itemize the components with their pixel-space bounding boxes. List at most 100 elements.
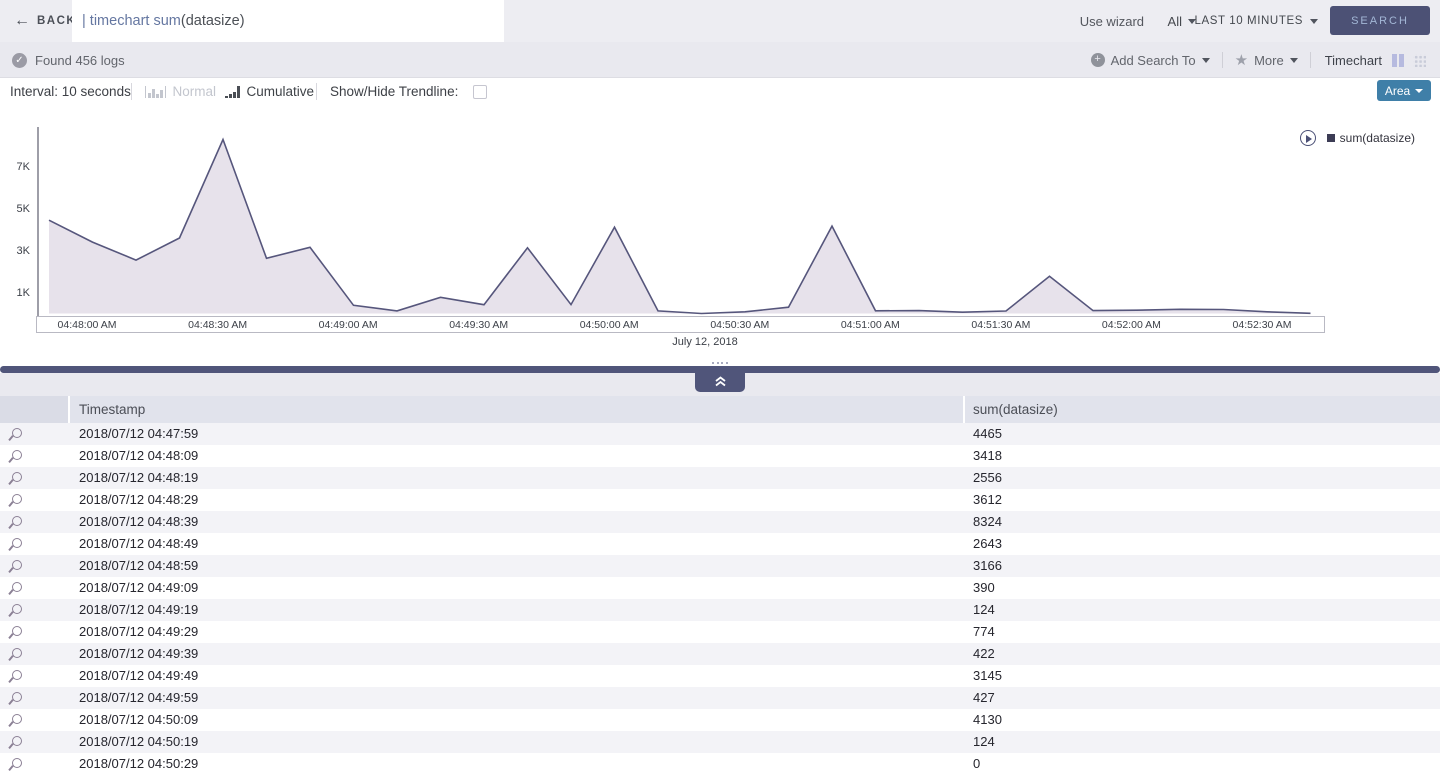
use-wizard-link[interactable]: Use wizard <box>1079 13 1144 29</box>
back-label: BACK <box>37 15 77 27</box>
inspect-magnifier-icon[interactable] <box>12 758 22 768</box>
legend-series-label: sum(datasize) <box>1339 131 1415 145</box>
legend-swatch-icon <box>1326 134 1335 142</box>
inspect-magnifier-icon[interactable] <box>12 626 22 636</box>
sum-datasize-cell: 124 <box>973 734 995 749</box>
split-view-icon[interactable] <box>1392 53 1405 67</box>
separator <box>1221 52 1223 68</box>
double-chevron-up-icon <box>714 376 726 387</box>
timestamp-cell: 2018/07/12 04:47:59 <box>79 426 199 441</box>
ascending-bars-icon <box>225 85 240 98</box>
more-label: More <box>1254 52 1284 68</box>
check-circle-icon: ✓ <box>12 52 27 68</box>
inspect-magnifier-icon[interactable] <box>12 428 22 438</box>
more-button[interactable]: ★ More <box>1223 53 1310 68</box>
sum-datasize-cell: 124 <box>973 602 995 617</box>
inspect-magnifier-icon[interactable] <box>12 692 22 702</box>
grid-view-icon[interactable] <box>1413 53 1426 67</box>
inspect-magnifier-icon[interactable] <box>12 604 22 614</box>
inspect-magnifier-icon[interactable] <box>12 714 22 724</box>
add-search-to-button[interactable]: + Add Search To <box>1079 53 1222 68</box>
timechart-view-label: Timechart <box>1324 52 1382 68</box>
timestamp-cell: 2018/07/12 04:50:19 <box>79 734 199 749</box>
table-row: 2018/07/12 04:49:19 124 <box>0 599 1440 621</box>
trendline-label: Show/Hide Trendline: <box>330 84 459 99</box>
status-bar-actions: + Add Search To ★ More Timechart <box>1079 42 1440 78</box>
table-row: 2018/07/12 04:48:59 3166 <box>0 555 1440 577</box>
sum-datasize-cell: 3166 <box>973 558 1002 573</box>
trendline-checkbox[interactable] <box>473 84 488 99</box>
inspect-magnifier-icon[interactable] <box>12 450 22 460</box>
play-icon[interactable] <box>1299 130 1316 146</box>
chevron-down-icon <box>1289 57 1298 63</box>
normal-mode-button[interactable]: Normal <box>145 78 216 105</box>
sum-datasize-cell: 0 <box>973 756 981 771</box>
panel-divider[interactable] <box>0 366 1440 373</box>
cumulative-mode-button[interactable]: Cumulative <box>225 78 314 105</box>
timestamp-cell: 2018/07/12 04:48:59 <box>79 558 199 573</box>
inspect-magnifier-icon[interactable] <box>12 648 22 658</box>
inspect-magnifier-icon[interactable] <box>12 670 22 680</box>
inspect-magnifier-icon[interactable] <box>12 560 22 570</box>
search-query-input[interactable]: | timechart sum (datasize) <box>72 0 504 42</box>
trendline-control: Show/Hide Trendline: <box>330 78 488 105</box>
collapse-panel-button[interactable] <box>695 371 745 392</box>
back-arrow-icon: ← <box>14 12 30 29</box>
sum-datasize-cell: 2556 <box>973 470 1002 485</box>
chevron-down-icon <box>1415 88 1424 93</box>
x-tick-label: 04:48:00 AM <box>57 319 117 331</box>
x-tick-label: 04:48:30 AM <box>188 319 248 331</box>
scope-dropdown[interactable]: All <box>1168 0 1196 42</box>
table-row: 2018/07/12 04:50:09 4130 <box>0 709 1440 731</box>
sum-datasize-cell: 4130 <box>973 712 1002 727</box>
chevron-down-icon <box>1201 57 1210 63</box>
sum-datasize-cell: 427 <box>973 690 995 705</box>
inspect-magnifier-icon[interactable] <box>12 736 22 746</box>
table-row: 2018/07/12 04:48:29 3612 <box>0 489 1440 511</box>
timechart-area: 7K 5K 3K 1K 04:48:00 AM 04:48:30 AM 04:49:00 … <box>0 105 1440 360</box>
legend-entry[interactable]: sum(datasize) <box>1326 131 1415 145</box>
sum-datasize-cell: 390 <box>973 580 995 595</box>
x-tick-label: 04:52:00 AM <box>1101 319 1161 331</box>
bar-chart-icon <box>145 85 166 98</box>
timestamp-cell: 2018/07/12 04:49:59 <box>79 690 199 705</box>
axis-date-label: July 12, 2018 <box>672 336 738 348</box>
found-logs-text: Found 456 logs <box>35 52 125 68</box>
sum-datasize-cell: 3418 <box>973 448 1002 463</box>
x-tick-label: 04:50:30 AM <box>710 319 770 331</box>
timestamp-cell: 2018/07/12 04:48:29 <box>79 492 199 507</box>
timestamp-cell: 2018/07/12 04:49:19 <box>79 602 199 617</box>
area-chart[interactable] <box>0 105 1440 360</box>
sum-datasize-cell: 774 <box>973 624 995 639</box>
grip-dots-icon <box>712 362 728 364</box>
table-header-icon-column <box>0 396 68 423</box>
normal-mode-label: Normal <box>172 84 217 99</box>
search-button[interactable]: SEARCH <box>1330 6 1430 35</box>
inspect-magnifier-icon[interactable] <box>12 538 22 548</box>
back-button[interactable]: ← BACK <box>14 0 76 42</box>
column-header-timestamp[interactable]: Timestamp <box>70 396 963 423</box>
query-text-main: | timechart sum <box>82 13 181 29</box>
area-fill <box>49 139 1311 314</box>
inspect-magnifier-icon[interactable] <box>12 494 22 504</box>
x-tick-label: 04:50:00 AM <box>579 319 639 331</box>
inspect-magnifier-icon[interactable] <box>12 516 22 526</box>
table-row: 2018/07/12 04:48:39 8324 <box>0 511 1440 533</box>
star-icon: ★ <box>1234 51 1249 69</box>
column-header-sum-datasize[interactable]: sum(datasize) <box>965 396 1440 423</box>
scope-value: All <box>1167 13 1182 29</box>
inspect-magnifier-icon[interactable] <box>12 582 22 592</box>
x-tick-label: 04:49:00 AM <box>318 319 378 331</box>
plus-circle-icon: + <box>1090 53 1105 67</box>
timestamp-cell: 2018/07/12 04:49:09 <box>79 580 199 595</box>
table-row: 2018/07/12 04:49:09 390 <box>0 577 1440 599</box>
time-range-dropdown[interactable]: LAST 10 MINUTES <box>1195 0 1318 42</box>
inspect-magnifier-icon[interactable] <box>12 472 22 482</box>
sum-datasize-cell: 4465 <box>973 426 1002 441</box>
chart-type-dropdown[interactable]: Area <box>1377 80 1431 101</box>
chevron-down-icon <box>1188 18 1196 24</box>
y-tick-label: 5K <box>16 203 30 215</box>
timestamp-cell: 2018/07/12 04:50:09 <box>79 712 199 727</box>
table-body: 2018/07/12 04:47:59 4465 2018/07/12 04:48:… <box>0 423 1440 774</box>
